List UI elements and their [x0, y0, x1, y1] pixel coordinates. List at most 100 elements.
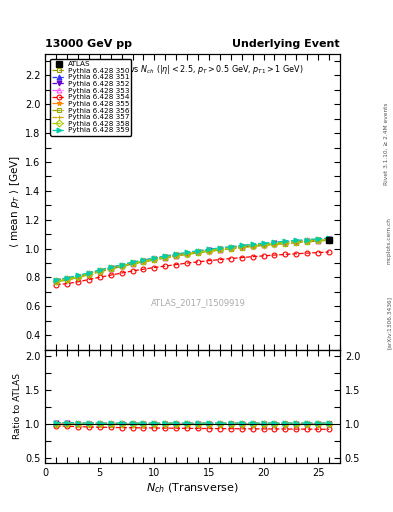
Pythia 6.428 359	[327, 235, 331, 241]
Pythia 6.428 352	[130, 260, 135, 266]
Text: Underlying Event: Underlying Event	[232, 38, 340, 49]
Pythia 6.428 359	[119, 262, 124, 268]
Pythia 6.428 354	[217, 257, 222, 263]
Pythia 6.428 354	[261, 253, 266, 259]
Pythia 6.428 358	[228, 245, 233, 251]
Pythia 6.428 351	[141, 258, 146, 264]
Pythia 6.428 350	[119, 263, 124, 269]
Pythia 6.428 355	[294, 238, 299, 244]
Pythia 6.428 353	[152, 257, 157, 263]
Pythia 6.428 352	[228, 245, 233, 251]
Pythia 6.428 350	[217, 247, 222, 253]
Pythia 6.428 352	[207, 247, 211, 253]
Pythia 6.428 352	[185, 250, 189, 257]
Pythia 6.428 359	[217, 245, 222, 251]
Pythia 6.428 351	[217, 246, 222, 252]
X-axis label: $N_{ch}$ (Transverse): $N_{ch}$ (Transverse)	[146, 481, 239, 495]
Line: Pythia 6.428 354: Pythia 6.428 354	[54, 250, 331, 287]
Pythia 6.428 354	[272, 252, 277, 258]
Pythia 6.428 350	[97, 269, 102, 275]
Pythia 6.428 353	[283, 240, 288, 246]
Pythia 6.428 354	[65, 281, 70, 287]
Line: Pythia 6.428 355: Pythia 6.428 355	[54, 237, 331, 283]
Pythia 6.428 358	[283, 240, 288, 246]
Pythia 6.428 354	[130, 268, 135, 274]
Pythia 6.428 351	[228, 244, 233, 250]
Line: Pythia 6.428 353: Pythia 6.428 353	[54, 238, 331, 284]
Pythia 6.428 356	[217, 247, 222, 253]
Legend: ATLAS, Pythia 6.428 350, Pythia 6.428 351, Pythia 6.428 352, Pythia 6.428 353, P: ATLAS, Pythia 6.428 350, Pythia 6.428 35…	[50, 59, 131, 136]
Pythia 6.428 355	[207, 247, 211, 253]
Pythia 6.428 350	[130, 261, 135, 267]
Pythia 6.428 356	[294, 240, 299, 246]
Pythia 6.428 350	[196, 250, 200, 256]
Pythia 6.428 351	[65, 275, 70, 282]
Pythia 6.428 358	[239, 244, 244, 250]
Pythia 6.428 354	[207, 258, 211, 264]
Pythia 6.428 350	[327, 236, 331, 242]
Pythia 6.428 357	[283, 239, 288, 245]
Pythia 6.428 355	[283, 239, 288, 245]
Pythia 6.428 351	[130, 260, 135, 266]
Pythia 6.428 357	[119, 262, 124, 268]
Pythia 6.428 357	[327, 236, 331, 242]
Pythia 6.428 355	[217, 246, 222, 252]
Pythia 6.428 351	[75, 273, 80, 279]
Pythia 6.428 352	[217, 246, 222, 252]
Pythia 6.428 358	[250, 243, 255, 249]
Pythia 6.428 351	[250, 242, 255, 248]
Pythia 6.428 359	[97, 267, 102, 273]
Pythia 6.428 355	[152, 255, 157, 262]
Pythia 6.428 357	[108, 265, 113, 271]
Pythia 6.428 357	[65, 276, 70, 282]
Pythia 6.428 357	[316, 237, 320, 243]
Pythia 6.428 351	[185, 250, 189, 256]
Pythia 6.428 357	[261, 241, 266, 247]
Pythia 6.428 355	[261, 241, 266, 247]
Pythia 6.428 353	[141, 259, 146, 265]
Pythia 6.428 353	[174, 252, 178, 259]
Pythia 6.428 353	[97, 268, 102, 274]
Pythia 6.428 356	[305, 239, 310, 245]
Pythia 6.428 357	[228, 245, 233, 251]
Pythia 6.428 352	[174, 252, 178, 259]
Pythia 6.428 357	[75, 273, 80, 280]
Pythia 6.428 356	[250, 243, 255, 249]
Pythia 6.428 359	[207, 246, 211, 252]
Pythia 6.428 352	[196, 249, 200, 255]
Pythia 6.428 355	[327, 236, 331, 242]
Pythia 6.428 353	[196, 249, 200, 255]
Pythia 6.428 356	[283, 241, 288, 247]
Pythia 6.428 353	[294, 239, 299, 245]
Pythia 6.428 350	[65, 277, 70, 283]
Pythia 6.428 356	[130, 261, 135, 267]
Pythia 6.428 350	[152, 257, 157, 263]
Pythia 6.428 359	[228, 244, 233, 250]
Pythia 6.428 353	[163, 254, 168, 261]
Pythia 6.428 355	[196, 248, 200, 254]
Pythia 6.428 358	[75, 274, 80, 280]
Pythia 6.428 358	[294, 239, 299, 245]
Pythia 6.428 353	[261, 242, 266, 248]
Pythia 6.428 354	[97, 274, 102, 280]
Pythia 6.428 356	[174, 253, 178, 259]
Pythia 6.428 356	[261, 242, 266, 248]
Line: Pythia 6.428 356: Pythia 6.428 356	[54, 238, 331, 284]
Text: Rivet 3.1.10, ≥ 2.4M events: Rivet 3.1.10, ≥ 2.4M events	[384, 102, 388, 185]
Pythia 6.428 357	[174, 252, 178, 258]
Pythia 6.428 355	[86, 270, 91, 276]
Pythia 6.428 357	[294, 239, 299, 245]
Pythia 6.428 354	[239, 254, 244, 261]
Pythia 6.428 351	[54, 277, 59, 283]
Pythia 6.428 350	[207, 248, 211, 254]
Pythia 6.428 358	[261, 242, 266, 248]
Pythia 6.428 352	[261, 242, 266, 248]
Pythia 6.428 359	[152, 255, 157, 261]
Pythia 6.428 350	[283, 241, 288, 247]
Pythia 6.428 350	[250, 243, 255, 249]
Pythia 6.428 353	[327, 237, 331, 243]
Pythia 6.428 358	[217, 246, 222, 252]
Pythia 6.428 355	[130, 260, 135, 266]
Pythia 6.428 358	[316, 237, 320, 243]
Pythia 6.428 350	[305, 239, 310, 245]
